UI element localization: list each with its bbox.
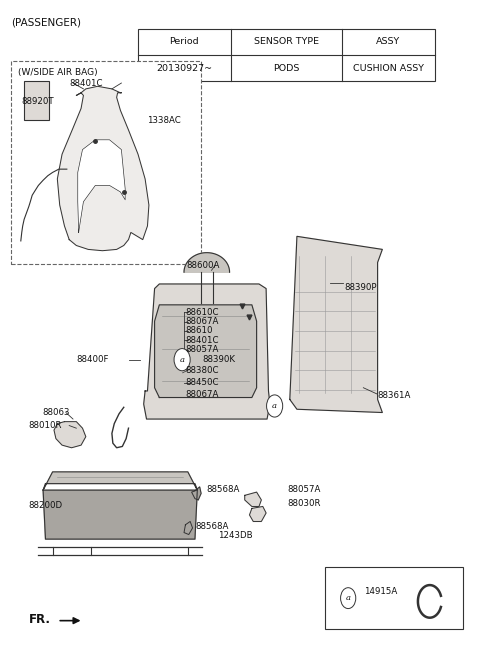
Text: CUSHION ASSY: CUSHION ASSY (353, 64, 424, 72)
Polygon shape (144, 284, 270, 419)
Polygon shape (250, 507, 266, 522)
Text: 88610C: 88610C (185, 307, 219, 316)
Polygon shape (184, 522, 192, 534)
Text: 88401C: 88401C (185, 336, 219, 345)
Polygon shape (57, 86, 149, 251)
Text: PODS: PODS (273, 64, 300, 72)
Bar (24, 81, 49, 120)
Polygon shape (192, 487, 201, 500)
Polygon shape (155, 305, 257, 397)
Circle shape (174, 349, 190, 370)
Text: 88610: 88610 (185, 326, 213, 336)
Polygon shape (290, 236, 383, 413)
Text: 88063: 88063 (42, 408, 70, 417)
Bar (138, 29, 434, 81)
Text: 88200D: 88200D (29, 501, 63, 510)
Text: 88057A: 88057A (185, 345, 219, 355)
Text: 88010R: 88010R (29, 421, 62, 430)
Text: 88920T: 88920T (22, 97, 54, 107)
Text: Period: Period (169, 38, 199, 47)
Bar (325, 567, 463, 629)
Text: 88568A: 88568A (207, 485, 240, 494)
Text: 88361A: 88361A (378, 391, 411, 400)
Bar (12, 61, 201, 264)
Text: a: a (346, 594, 351, 602)
Text: (W/SIDE AIR BAG): (W/SIDE AIR BAG) (18, 68, 98, 77)
Text: 88568A: 88568A (195, 522, 229, 531)
Text: 88390P: 88390P (344, 283, 377, 291)
Text: ASSY: ASSY (376, 38, 400, 47)
Text: 88067A: 88067A (185, 317, 219, 326)
Polygon shape (43, 490, 197, 539)
Text: 88401C: 88401C (69, 79, 103, 88)
Text: 88400F: 88400F (76, 355, 109, 364)
Polygon shape (245, 492, 261, 507)
Text: 1338AC: 1338AC (147, 116, 181, 125)
Text: SENSOR TYPE: SENSOR TYPE (254, 38, 319, 47)
Text: 88030R: 88030R (288, 499, 321, 509)
Text: 88067A: 88067A (185, 390, 219, 399)
Text: 88450C: 88450C (185, 378, 219, 387)
Polygon shape (184, 253, 229, 272)
Text: (PASSENGER): (PASSENGER) (12, 17, 81, 27)
Polygon shape (54, 422, 86, 447)
Text: FR.: FR. (29, 613, 51, 626)
Text: a: a (180, 356, 185, 364)
Text: 88380C: 88380C (185, 366, 219, 374)
Text: 20130927~: 20130927~ (156, 64, 212, 72)
Text: 88057A: 88057A (288, 485, 321, 494)
Text: 88600A: 88600A (187, 261, 220, 270)
Text: 14915A: 14915A (364, 587, 397, 596)
Polygon shape (78, 139, 125, 232)
Polygon shape (43, 472, 197, 490)
Text: a: a (272, 402, 277, 410)
Text: 88390K: 88390K (202, 355, 235, 364)
Circle shape (341, 588, 356, 609)
Circle shape (266, 395, 283, 417)
Text: 1243DB: 1243DB (218, 531, 252, 540)
